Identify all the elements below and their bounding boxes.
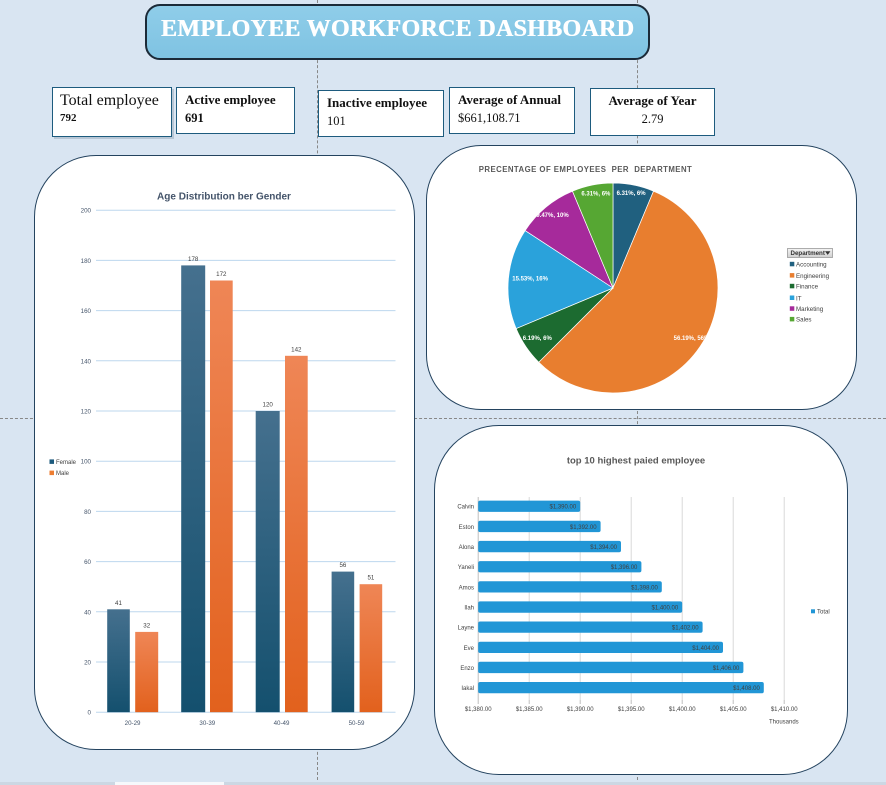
svg-text:PRECENTAGE OF EMPLOYEES PER: PRECENTAGE OF EMPLOYEES PER DEPARTMENT bbox=[478, 165, 692, 174]
svg-text:Yaneli: Yaneli bbox=[457, 565, 473, 571]
svg-text:Calvin: Calvin bbox=[457, 505, 474, 511]
svg-text:Eve: Eve bbox=[463, 646, 474, 652]
svg-text:$1,396.00: $1,396.00 bbox=[610, 565, 637, 571]
svg-text:40: 40 bbox=[84, 609, 91, 616]
svg-text:Alona: Alona bbox=[458, 545, 474, 551]
svg-text:$1,402.00: $1,402.00 bbox=[671, 626, 698, 632]
svg-text:Total: Total bbox=[817, 610, 830, 616]
svg-text:IT: IT bbox=[796, 295, 802, 302]
svg-text:$1,390.00: $1,390.00 bbox=[566, 707, 593, 713]
svg-text:32: 32 bbox=[143, 622, 150, 629]
svg-text:$1,408.00: $1,408.00 bbox=[733, 686, 760, 692]
svg-text:Engineering: Engineering bbox=[796, 273, 830, 280]
svg-text:140: 140 bbox=[81, 358, 92, 365]
svg-text:6.31%, 6%: 6.31%, 6% bbox=[616, 191, 646, 197]
svg-text:0: 0 bbox=[88, 710, 92, 717]
svg-text:Layne: Layne bbox=[457, 626, 474, 632]
svg-text:9.47%, 10%: 9.47%, 10% bbox=[536, 213, 569, 219]
svg-text:Age Distribution ber Gender: Age Distribution ber Gender bbox=[157, 192, 291, 203]
svg-text:$1,406.00: $1,406.00 bbox=[712, 666, 739, 672]
svg-text:142: 142 bbox=[291, 346, 302, 353]
svg-text:Sales: Sales bbox=[796, 317, 811, 324]
svg-text:Thousands: Thousands bbox=[769, 720, 799, 726]
svg-text:200: 200 bbox=[81, 208, 92, 215]
svg-text:6.31%, 6%: 6.31%, 6% bbox=[581, 191, 611, 197]
svg-text:30-39: 30-39 bbox=[199, 720, 215, 727]
svg-text:$1,405.00: $1,405.00 bbox=[719, 707, 746, 713]
svg-text:$1,400.00: $1,400.00 bbox=[668, 707, 695, 713]
svg-text:$1,400.00: $1,400.00 bbox=[651, 606, 678, 612]
svg-text:top 10 highest paied employee: top 10 highest paied employee bbox=[566, 456, 704, 467]
svg-text:100: 100 bbox=[81, 459, 92, 466]
svg-text:$1,394.00: $1,394.00 bbox=[590, 545, 617, 551]
svg-text:Enzo: Enzo bbox=[460, 666, 474, 672]
svg-text:60: 60 bbox=[84, 559, 91, 566]
svg-text:$1,385.00: $1,385.00 bbox=[515, 707, 542, 713]
svg-text:56.19%, 56%: 56.19%, 56% bbox=[673, 336, 709, 342]
svg-text:Male: Male bbox=[56, 471, 70, 477]
svg-text:160: 160 bbox=[81, 308, 92, 315]
svg-text:$1,390.00: $1,390.00 bbox=[549, 505, 576, 511]
svg-text:Department: Department bbox=[790, 250, 824, 257]
svg-text:178: 178 bbox=[188, 256, 199, 263]
svg-text:56: 56 bbox=[339, 562, 346, 569]
svg-text:80: 80 bbox=[84, 509, 91, 516]
svg-text:$1,404.00: $1,404.00 bbox=[692, 646, 719, 652]
svg-text:172: 172 bbox=[216, 271, 227, 278]
svg-text:$1,395.00: $1,395.00 bbox=[617, 707, 644, 713]
svg-text:$1,392.00: $1,392.00 bbox=[569, 525, 596, 531]
svg-text:Iakal: Iakal bbox=[461, 686, 474, 692]
svg-text:50-59: 50-59 bbox=[349, 720, 365, 727]
svg-text:$1,398.00: $1,398.00 bbox=[631, 585, 658, 591]
svg-text:41: 41 bbox=[115, 600, 122, 607]
svg-text:$1,410.00: $1,410.00 bbox=[770, 707, 797, 713]
svg-text:Female: Female bbox=[56, 460, 77, 466]
svg-text:Amos: Amos bbox=[458, 585, 473, 591]
svg-text:Ilah: Ilah bbox=[464, 606, 474, 612]
svg-text:20: 20 bbox=[84, 660, 91, 667]
svg-text:20-29: 20-29 bbox=[125, 720, 141, 727]
svg-text:120: 120 bbox=[263, 402, 274, 409]
svg-text:6.19%, 6%: 6.19%, 6% bbox=[522, 336, 552, 342]
svg-text:180: 180 bbox=[81, 258, 92, 265]
svg-text:51: 51 bbox=[367, 575, 374, 582]
svg-text:120: 120 bbox=[81, 409, 92, 416]
svg-text:Finance: Finance bbox=[796, 284, 819, 291]
svg-text:$1,380.00: $1,380.00 bbox=[464, 707, 491, 713]
svg-text:15.53%, 16%: 15.53%, 16% bbox=[512, 277, 548, 283]
svg-text:40-49: 40-49 bbox=[274, 720, 290, 727]
svg-text:Eston: Eston bbox=[458, 525, 473, 531]
svg-text:Marketing: Marketing bbox=[796, 306, 824, 313]
svg-text:Accounting: Accounting bbox=[796, 262, 827, 269]
